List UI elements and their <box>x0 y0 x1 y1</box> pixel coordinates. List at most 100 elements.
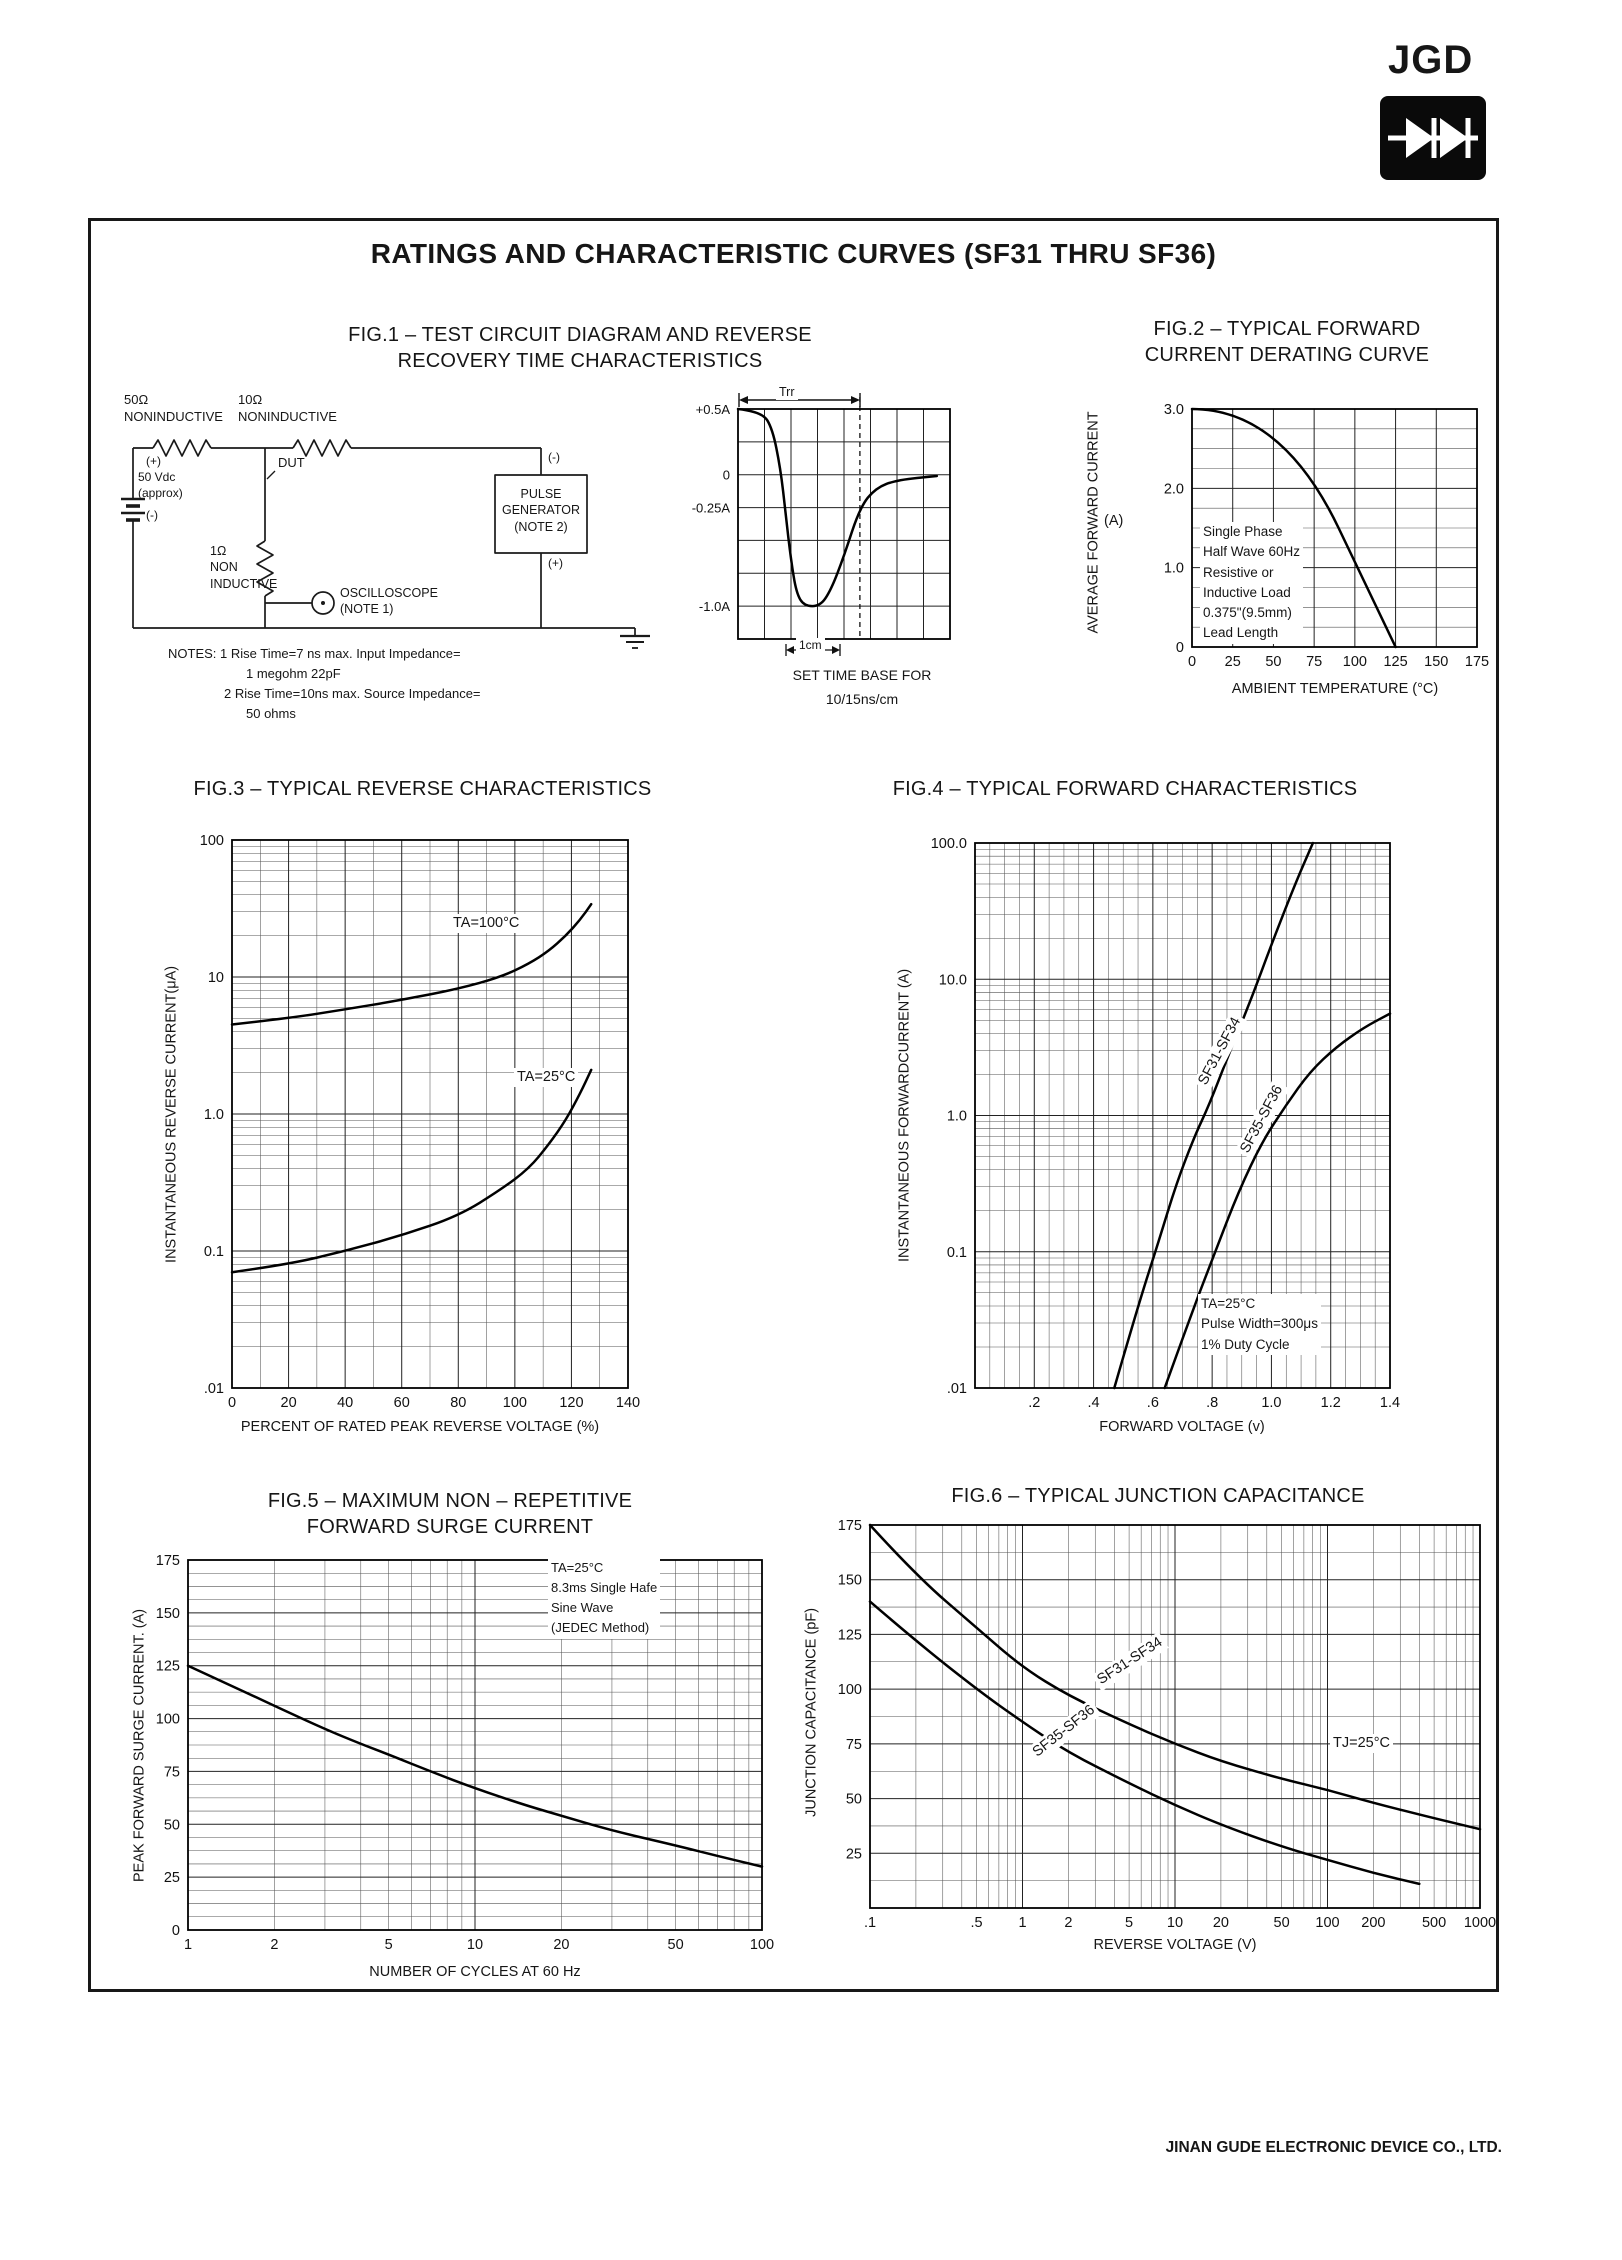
x-tick-label: 175 <box>1465 654 1489 670</box>
x-tick-label: 10 <box>1167 1915 1183 1931</box>
x-tick-label: 20 <box>1213 1915 1229 1931</box>
x-tick-label: .6 <box>1147 1395 1159 1411</box>
content-frame <box>88 218 1499 1992</box>
x-tick-label: 100 <box>1343 654 1367 670</box>
x-tick-label: 140 <box>616 1395 640 1411</box>
resistor-50ohm-label: 50Ω NONINDUCTIVE <box>124 392 223 424</box>
x-tick-label: .2 <box>1028 1395 1040 1411</box>
y-tick-label: 1.0 <box>947 1109 967 1125</box>
tick-labels: +0.5A 0 -0.25A -1.0A <box>692 402 731 614</box>
supply-plus-label: (+) <box>146 454 161 468</box>
y-tick-label: 2.0 <box>1164 481 1184 497</box>
series <box>230 902 593 1274</box>
fig2-title-line1: FIG.2 – TYPICAL FORWARD <box>1153 318 1421 340</box>
fig2-title-line2: CURRENT DERATING CURVE <box>1144 344 1430 366</box>
ground-symbol <box>620 628 650 649</box>
fig2-derating-chart: 0 25 50 75 100 125 150 175 3.0 2.0 1.0 0 <box>1164 402 1489 670</box>
x-tick-label: 50 <box>668 1937 684 1953</box>
y-tick-label: 150 <box>838 1573 862 1589</box>
plot-border <box>869 1524 1481 1909</box>
x-tick-label: 50 <box>1265 654 1281 670</box>
plot-border <box>1191 408 1478 648</box>
y-tick-label: 75 <box>846 1737 862 1753</box>
x-tick-label: 500 <box>1422 1915 1446 1931</box>
y-tick-label: 0 <box>172 1923 180 1939</box>
x-tick-label: 25 <box>1225 654 1241 670</box>
series-curve-reverse-recovery-current <box>736 407 939 608</box>
y-tick-label: 100 <box>200 833 224 849</box>
x-tick-label: 1.4 <box>1380 1395 1400 1411</box>
x-tick-label: 20 <box>281 1395 297 1411</box>
series-curve-derating-curve <box>1190 407 1397 649</box>
fig5-title-line2: FORWARD SURGE CURRENT <box>306 1516 594 1538</box>
shunt-resistor-1ohm <box>256 540 274 597</box>
oscilloscope-label: OSCILLOSCOPE (NOTE 1) <box>340 586 438 617</box>
series <box>186 1664 764 1868</box>
dut-label: DUT <box>278 455 305 470</box>
y-tick-label: 0 <box>1176 640 1184 656</box>
series-curve-SF31-SF34 <box>868 1523 1482 1831</box>
y-tick-label: 175 <box>838 1518 862 1534</box>
y-tick-label: +0.5A <box>696 402 731 417</box>
series-curve-SF35-SF36 <box>1163 1012 1392 1390</box>
fig2-y-axis-label: AVERAGE FORWARD CURRENT <box>1085 411 1102 634</box>
fig4-annotation: TA=25°C Pulse Width=300μs 1% Duty Cycle <box>1198 1294 1321 1355</box>
timebase-line1: SET TIME BASE FOR <box>792 667 932 683</box>
tick-labels: .1.5 1 2 5 10 20 50 100 200 500 100017515012510075… <box>838 1518 1496 1931</box>
plot-border <box>974 842 1391 1389</box>
fig6-junction-capacitance-chart: .1.5 1 2 5 10 20 50 100 200 500 100017515012510075… <box>838 1518 1496 1931</box>
plot-border <box>187 1559 763 1931</box>
notes-line-2: 1 megohm 22pF <box>246 666 341 681</box>
x-tick-label: 75 <box>1306 654 1322 670</box>
x-tick-label: 200 <box>1361 1915 1385 1931</box>
fig6-title: FIG.6 – TYPICAL JUNCTION CAPACITANCE <box>951 1485 1365 1507</box>
x-tick-label: 1000 <box>1464 1915 1496 1931</box>
y-tick-label: -1.0A <box>699 599 730 614</box>
grid <box>737 397 951 640</box>
y-tick-label: 150 <box>156 1606 180 1622</box>
y-tick-label: 50 <box>164 1817 180 1833</box>
series <box>1113 841 1392 1390</box>
trr-span-arrow <box>738 393 861 407</box>
x-tick-label: 1.0 <box>1261 1395 1281 1411</box>
series-resistor-50ohm <box>152 439 212 457</box>
x-tick-label: 50 <box>1274 1915 1290 1931</box>
fig3-title: FIG.3 – TYPICAL REVERSE CHARACTERISTICS <box>193 778 652 800</box>
series <box>1190 407 1397 649</box>
x-tick-label: 100 <box>503 1395 527 1411</box>
y-tick-label: 3.0 <box>1164 402 1184 418</box>
fig3-y-axis-label: INSTANTANEOUS REVERSE CURRENT(μA) <box>163 965 180 1263</box>
shunt-resistor-label: 1Ω NON INDUCTIVE <box>210 544 278 591</box>
y-tick-label: 50 <box>846 1792 862 1808</box>
timebase-line2: 10/15ns/cm <box>825 691 899 707</box>
series-curve-SF35-SF36 <box>868 1600 1421 1886</box>
generator-plus-label: (+) <box>548 556 563 570</box>
x-tick-label: .1 <box>864 1915 876 1931</box>
y-tick-label: 125 <box>156 1659 180 1675</box>
y-tick-label: 25 <box>164 1870 180 1886</box>
fig6-temperature-label: TJ=25°C <box>1330 1734 1393 1753</box>
notes-line-1: NOTES: 1 Rise Time=7 ns max. Input Imped… <box>168 646 461 661</box>
trr-label: Trr <box>776 384 798 401</box>
fig1-title-line2: RECOVERY TIME CHARACTERISTICS <box>397 350 763 372</box>
grid <box>869 1524 1481 1909</box>
page-title: RATINGS AND CHARACTERISTIC CURVES (SF31 … <box>370 238 1217 269</box>
fig3-curve1-label: TA=100°C <box>450 914 523 933</box>
fig4-y-axis-label: INSTANTANEOUS FORWARDCURRENT (A) <box>896 968 913 1263</box>
series-curve-SF31-SF34 <box>1113 841 1315 1390</box>
y-tick-label: 100 <box>838 1682 862 1698</box>
x-tick-label: 80 <box>450 1395 466 1411</box>
one-cm-label: 1cm <box>796 638 825 654</box>
x-tick-label: 100 <box>750 1937 774 1953</box>
fig1-title-line1: FIG.1 – TEST CIRCUIT DIAGRAM AND REVERSE <box>348 324 812 346</box>
plot-border <box>737 408 951 640</box>
supply-minus-label: (-) <box>146 508 158 522</box>
fig2-annotation: Single Phase Half Wave 60Hz Resistive or… <box>1200 522 1304 644</box>
tick-labels: 0 25 50 75 100 125 150 175 3.0 2.0 1.0 0 <box>1164 402 1489 670</box>
fig5-annotation: TA=25°C 8.3ms Single Hafe Sine Wave (JED… <box>548 1558 661 1639</box>
y-tick-label: .01 <box>947 1381 967 1397</box>
y-tick-label: 100 <box>156 1712 180 1728</box>
y-tick-label: 0.1 <box>204 1244 224 1260</box>
